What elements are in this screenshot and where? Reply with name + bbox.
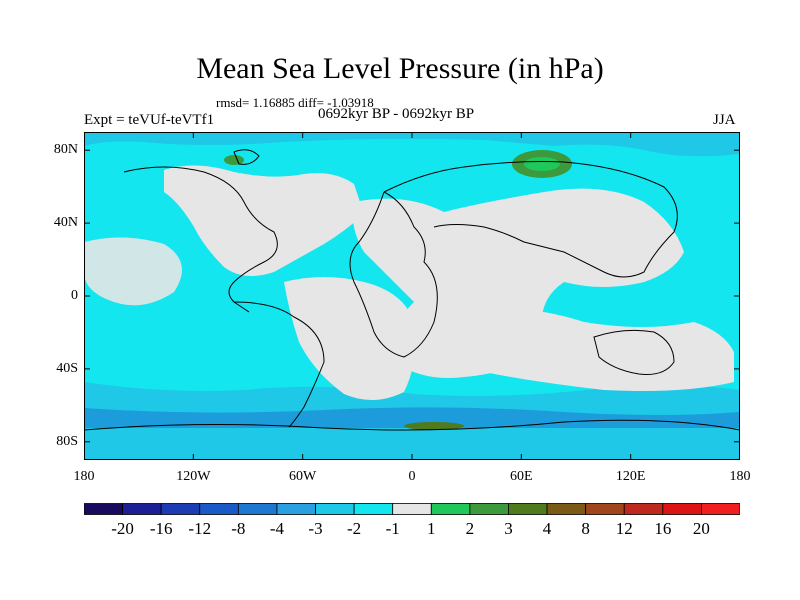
stats-text: rmsd= 1.16885 diff= -1.03918 — [216, 95, 374, 110]
colorbar-label: -8 — [231, 519, 246, 538]
colorbar-label: 3 — [504, 519, 513, 538]
colorbar-label: -4 — [269, 519, 285, 538]
colorbar-box — [392, 503, 432, 515]
field-grey-eurasia-africa — [352, 188, 684, 378]
colorbar-box — [237, 503, 278, 515]
lon-label: 180 — [729, 469, 751, 484]
colorbar-box — [84, 503, 123, 515]
field-blue-antarctic — [84, 432, 740, 460]
field-grey-indian-ocean — [444, 308, 734, 391]
lat-label: 40N — [53, 215, 78, 231]
lat-label: 40S — [56, 360, 78, 376]
colorbar-box — [585, 503, 625, 515]
experiment-label: Expt = teVUf-teVTf1 — [84, 112, 215, 128]
colorbar-box — [623, 503, 664, 515]
coast-antarctica — [84, 419, 740, 431]
colorbar-label: -12 — [188, 519, 212, 538]
colorbar-box — [546, 503, 587, 515]
colorbar — [84, 503, 740, 515]
colorbar-box — [353, 503, 394, 515]
lat-label: 80N — [53, 142, 78, 158]
field-green-greenland — [224, 155, 244, 165]
field-green-antarctic — [404, 422, 464, 430]
field-darkblue-south — [84, 407, 740, 428]
colorbar-label: 12 — [615, 519, 633, 538]
coast-south-america — [233, 301, 325, 428]
coastlines — [84, 149, 740, 431]
lon-label: 120W — [176, 469, 211, 484]
coast-north-america — [123, 166, 278, 313]
colorbar-label: 16 — [654, 519, 672, 538]
season-label: JJA — [713, 112, 736, 128]
colorbar-label: 20 — [692, 519, 710, 538]
colorbar-label: 4 — [542, 519, 552, 538]
colorbar-label: -2 — [347, 519, 362, 538]
coast-eurasia — [383, 161, 678, 278]
lat-label: 80S — [56, 433, 78, 449]
field-blue-arctic — [84, 132, 740, 157]
field-grey-pacific — [84, 237, 182, 306]
colorbar-box — [199, 503, 239, 515]
coast-africa — [349, 191, 438, 358]
coast-greenland — [233, 149, 260, 165]
coast-australia — [593, 329, 675, 375]
axis-ticks — [84, 132, 740, 460]
colorbar-label: -1 — [385, 519, 400, 538]
lon-label: 180 — [73, 469, 95, 484]
field-grey-north-america — [164, 165, 364, 276]
colorbar-box — [315, 503, 355, 515]
field-green-siberia-core — [524, 157, 560, 171]
colorbar-box — [701, 503, 740, 515]
lon-label: 60E — [510, 469, 533, 484]
colorbar-label: -3 — [308, 519, 323, 538]
colorbar-box — [508, 503, 548, 515]
colorbar-label: 1 — [427, 519, 436, 538]
field-grey-south-america — [284, 277, 416, 401]
lon-label: 0 — [408, 469, 416, 484]
colorbar-label: 2 — [465, 519, 475, 538]
plot-title: Mean Sea Level Pressure (in hPa) — [196, 52, 604, 85]
colorbar-box — [160, 503, 201, 515]
lat-label: 0 — [71, 288, 78, 303]
period-text: 0692kyr BP - 0692kyr BP — [318, 106, 475, 122]
lon-label: 60W — [289, 469, 317, 484]
colorbar-box — [430, 503, 471, 515]
map-panel — [84, 132, 740, 460]
colorbar-label: -20 — [111, 519, 134, 538]
colorbar-label: 8 — [581, 519, 590, 538]
colorbar-box — [469, 503, 509, 515]
lon-label: 120E — [615, 469, 646, 484]
colorbar-box — [122, 503, 162, 515]
colorbar-label: -16 — [149, 519, 173, 538]
colorbar-box — [276, 503, 316, 515]
colorbar-box — [662, 503, 702, 515]
